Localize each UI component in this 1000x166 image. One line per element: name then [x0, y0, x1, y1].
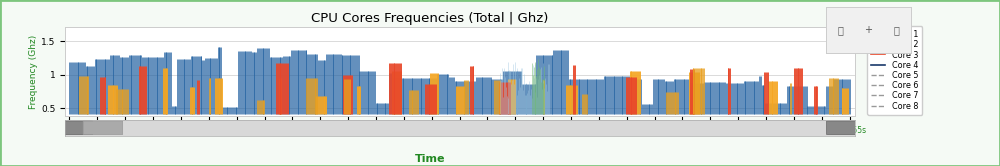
Text: CPU Cores Frequencies (Total | Ghz): CPU Cores Frequencies (Total | Ghz)	[311, 12, 549, 25]
Legend: Core 1, Core 2, Core 3, Core 4, Core 5, Core 6, Core 7, Core 8: Core 1, Core 2, Core 3, Core 4, Core 5, …	[867, 26, 922, 115]
FancyBboxPatch shape	[57, 121, 93, 135]
Text: ⤢: ⤢	[837, 25, 843, 35]
Text: +: +	[864, 25, 872, 35]
FancyBboxPatch shape	[83, 121, 123, 134]
Text: 🔍: 🔍	[894, 25, 900, 35]
FancyBboxPatch shape	[827, 121, 862, 135]
Y-axis label: Frequency (Ghz): Frequency (Ghz)	[29, 34, 38, 109]
Text: Time: Time	[415, 154, 445, 164]
